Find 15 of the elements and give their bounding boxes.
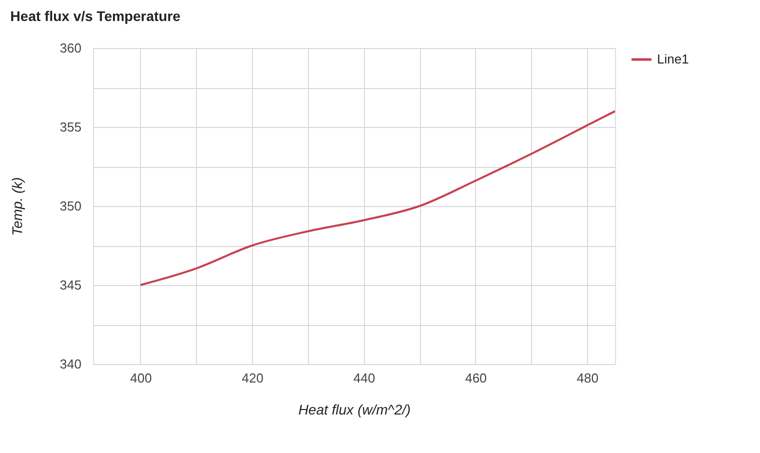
y-tick-label: 345 [60,278,82,292]
x-tick-label: 400 [130,370,152,386]
y-tick-label: 350 [60,198,82,214]
y-tick-label: 340 [60,356,82,372]
x-axis-title: Heat flux (w/m^2/) [298,402,411,418]
x-tick-label: 420 [242,370,264,386]
y-tick-label: 355 [60,120,82,134]
x-tick-label: 440 [353,370,376,386]
x-tick-label: 480 [576,370,598,386]
chart-title: Heat flux v/s Temperature [10,8,181,24]
y-tick-label: 360 [60,40,82,56]
line-series [139,110,615,286]
y-axis-title: Temp. (k) [8,177,25,236]
x-tick-label: 460 [465,370,487,386]
legend-label: Line1 [657,52,689,66]
